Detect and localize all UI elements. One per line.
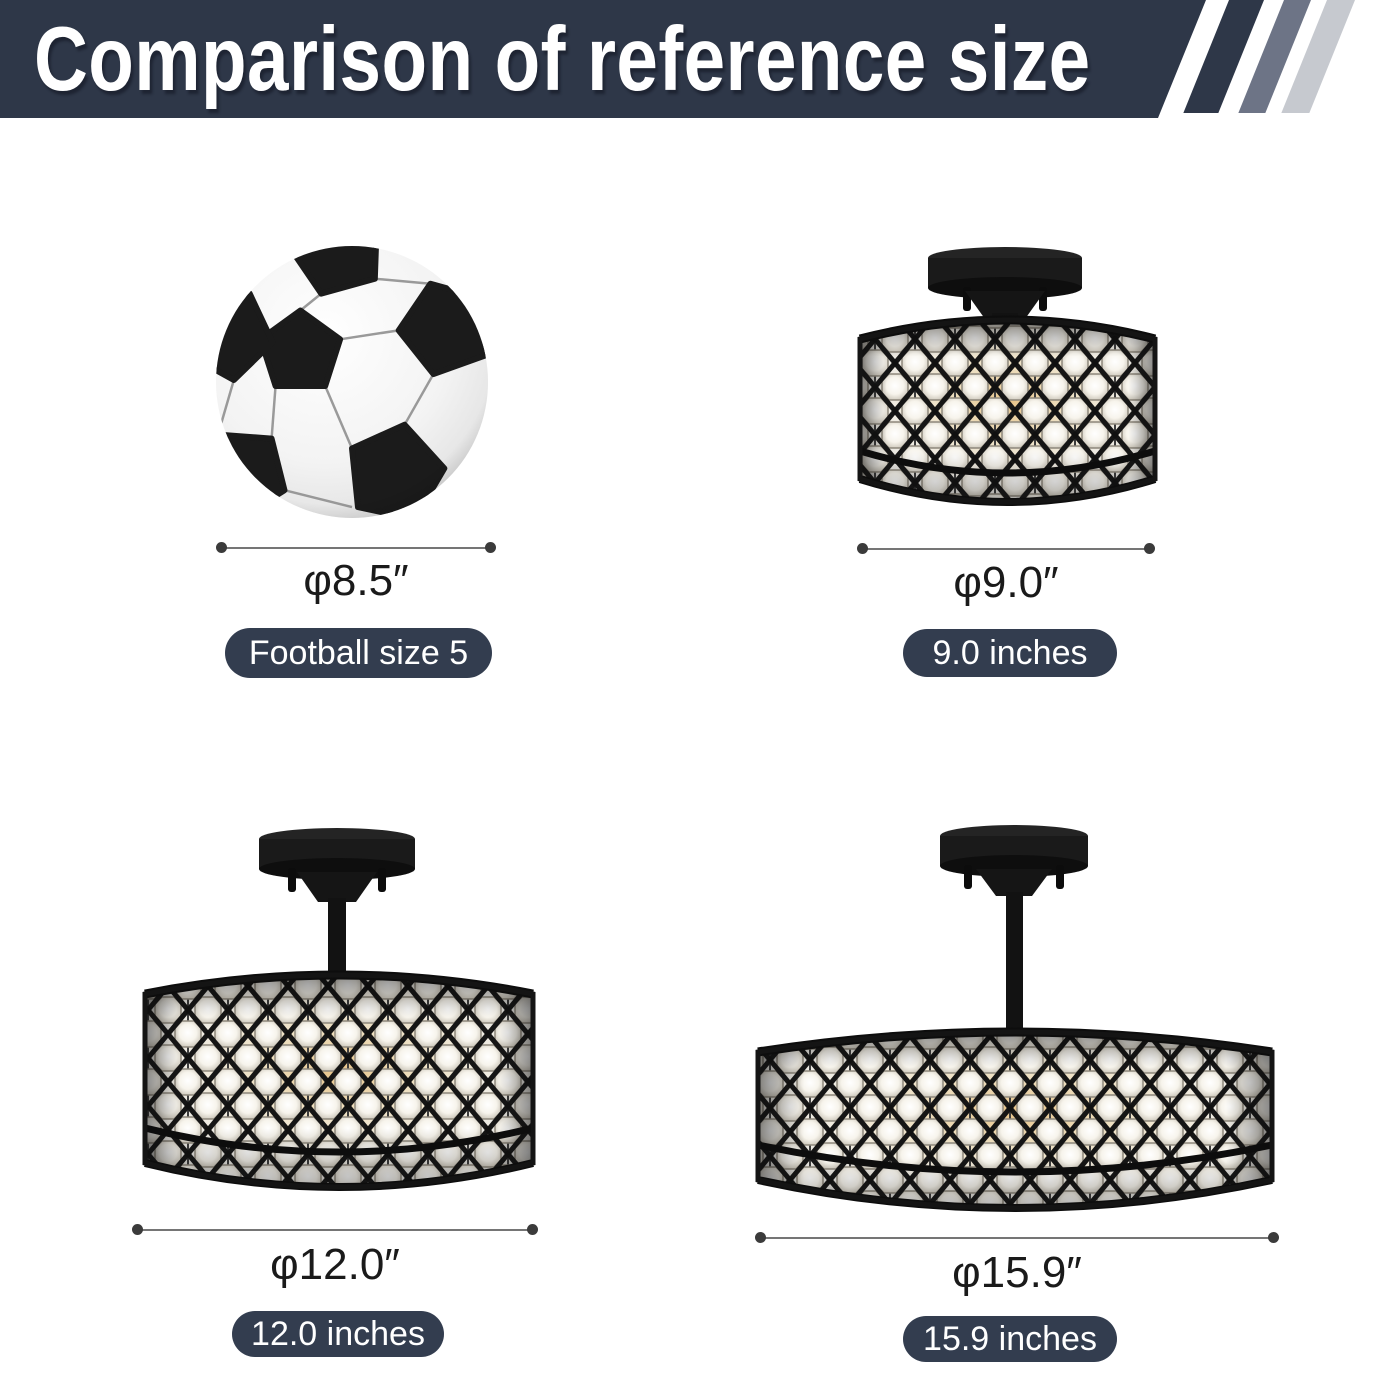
badge-9-inch: 9.0 inches — [903, 629, 1117, 677]
dimension-line-12-inch — [132, 1224, 538, 1235]
badge-15-inch: 15.9 inches — [903, 1316, 1117, 1362]
dimension-label-football: φ8.5″ — [303, 556, 409, 605]
soccer-ball-image — [215, 245, 489, 519]
dimension-line-15-inch — [755, 1232, 1279, 1243]
dimension-label-15-inch: φ15.9″ — [952, 1248, 1082, 1297]
ceiling-light-12-image — [142, 828, 536, 1191]
badge-12-inch: 12.0 inches — [232, 1311, 444, 1357]
dimension-label-9-inch: φ9.0″ — [953, 558, 1059, 607]
header-banner: Comparison of reference size — [0, 0, 1206, 118]
ceiling-light-9-image — [857, 247, 1158, 506]
page-title: Comparison of reference size — [34, 9, 1091, 110]
dimension-line-9-inch — [857, 543, 1155, 554]
ceiling-light-15-image — [755, 825, 1275, 1212]
dimension-label-12-inch: φ12.0″ — [270, 1240, 400, 1289]
dimension-line-football — [216, 542, 496, 553]
badge-football: Football size 5 — [225, 628, 492, 678]
